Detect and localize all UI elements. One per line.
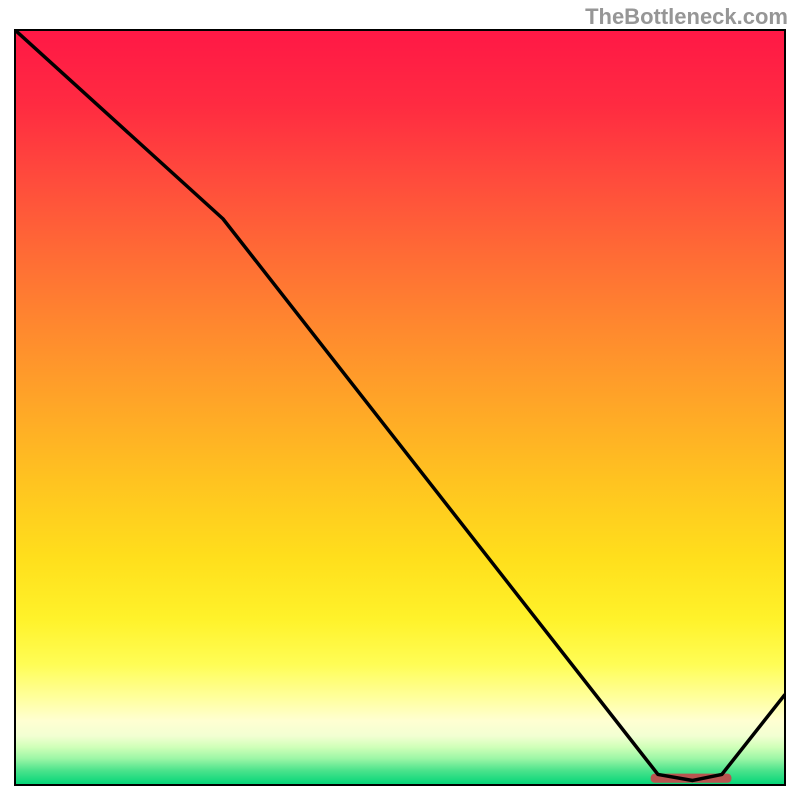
chart-svg [0,0,800,800]
plot-background [15,30,785,785]
chart-frame: TheBottleneck.com [0,0,800,800]
watermark-text: TheBottleneck.com [585,4,788,30]
